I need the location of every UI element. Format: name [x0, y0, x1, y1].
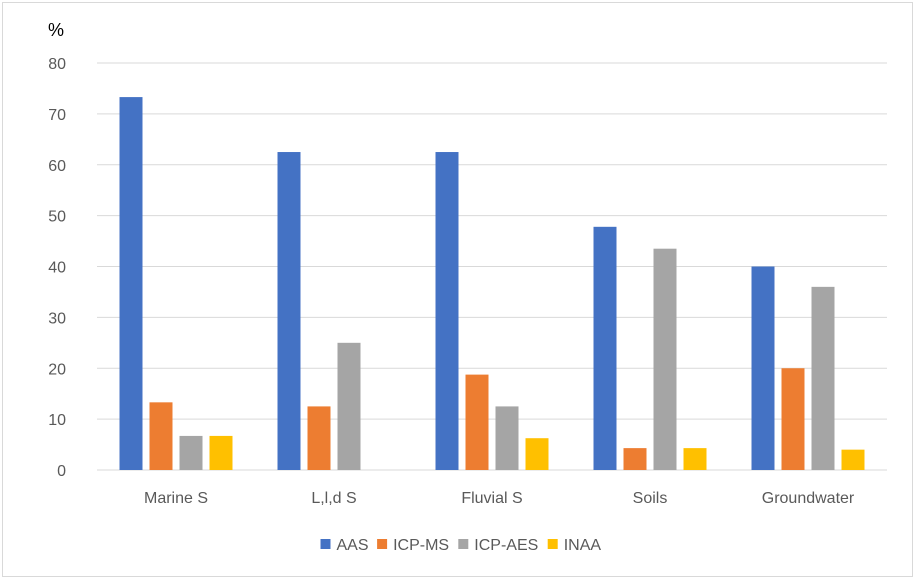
bar-inaa-4: [841, 449, 865, 470]
bar-icp-ms-4: [781, 368, 805, 470]
y-tick-label: 30: [48, 310, 66, 327]
legend-label: AAS: [337, 537, 369, 554]
x-category-label: Fluvial S: [461, 490, 522, 507]
legend-swatch-icp-ms: [377, 539, 388, 549]
bar-inaa-0: [209, 435, 233, 470]
bar-series: [119, 97, 865, 471]
x-axis-category-labels: Marine S L,l,d S Fluvial S Soils Groundwater: [144, 490, 855, 507]
y-tick-label: 20: [48, 361, 66, 378]
bar-icp-ms-0: [149, 402, 173, 470]
bar-aas-2: [435, 152, 459, 470]
bar-inaa-3: [683, 448, 707, 470]
x-category-label: Groundwater: [762, 490, 855, 507]
legend: AAS ICP-MS ICP-AES INAA: [320, 537, 602, 554]
y-tick-label: 60: [48, 158, 66, 175]
bar-aas-4: [751, 266, 775, 470]
y-tick-label: 80: [48, 56, 66, 73]
y-tick-label: 10: [48, 412, 66, 429]
bar-inaa-2: [525, 438, 549, 470]
y-axis-tick-labels: 0 10 20 30 40 50 60 70 80: [48, 56, 66, 480]
legend-label: INAA: [564, 537, 602, 554]
bar-aas-3: [593, 226, 617, 470]
bar-icp-aes-3: [653, 248, 677, 470]
legend-label: ICP-MS: [393, 537, 449, 554]
bar-icp-aes-0: [179, 435, 203, 470]
bar-icp-aes-2: [495, 406, 519, 470]
y-tick-label: 50: [48, 209, 66, 226]
legend-swatch-aas: [320, 539, 331, 549]
legend-label: ICP-AES: [474, 537, 538, 554]
y-tick-label: 70: [48, 107, 66, 124]
legend-swatch-inaa: [547, 539, 558, 549]
y-tick-label: 40: [48, 260, 66, 277]
bar-aas-1: [277, 152, 301, 470]
x-category-label: L,l,d S: [311, 490, 356, 507]
bar-icp-aes-4: [811, 286, 835, 470]
bar-icp-aes-1: [337, 342, 361, 470]
legend-swatch-icp-aes: [458, 539, 469, 549]
bar-icp-ms-3: [623, 448, 647, 470]
x-category-label: Marine S: [144, 490, 208, 507]
y-tick-label: 0: [57, 463, 66, 480]
bar-icp-ms-1: [307, 406, 331, 470]
x-category-label: Soils: [633, 490, 668, 507]
bar-aas-0: [119, 97, 143, 471]
bar-icp-ms-2: [465, 374, 489, 470]
y-axis-unit-label: %: [48, 20, 64, 40]
